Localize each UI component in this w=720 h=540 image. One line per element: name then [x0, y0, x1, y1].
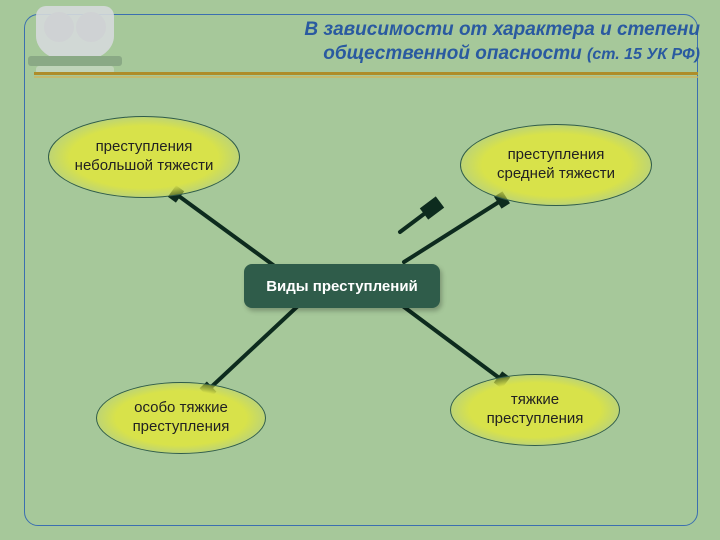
- node-tl-line2: небольшой тяжести: [75, 157, 214, 174]
- node-bl-line1: особо тяжкие: [134, 399, 228, 416]
- node-bl-line2: преступления: [133, 418, 230, 435]
- node-tl: преступления небольшой тяжести: [48, 116, 240, 198]
- node-br-line2: преступления: [487, 410, 584, 427]
- node-tl-line1: преступления: [96, 138, 193, 155]
- node-tr: преступления средней тяжести: [460, 124, 652, 206]
- center-label: Виды преступлений: [266, 278, 418, 295]
- center-node: Виды преступлений: [244, 264, 440, 308]
- diagram: Виды преступлений преступления небольшой …: [0, 0, 720, 540]
- node-tr-line2: средней тяжести: [497, 165, 615, 182]
- node-tr-line1: преступления: [508, 146, 605, 163]
- node-bl: особо тяжкие преступления: [96, 382, 266, 454]
- node-br-line1: тяжкие: [511, 391, 559, 408]
- node-br: тяжкие преступления: [450, 374, 620, 446]
